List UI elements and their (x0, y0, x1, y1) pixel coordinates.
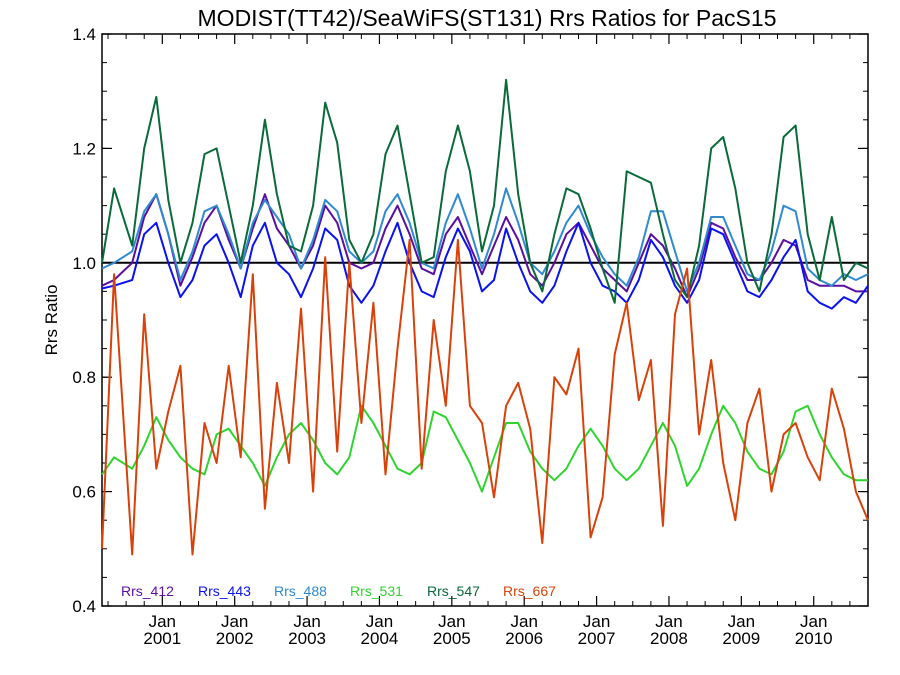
x-tick-label-year: 2003 (288, 629, 326, 648)
x-tick-label-year: 2001 (143, 629, 181, 648)
series-line-rrs-412 (101, 193, 868, 299)
x-tick-label-month: Jan (583, 612, 610, 631)
x-tick-label-month: Jan (293, 612, 320, 631)
y-tick-label: 1.0 (72, 254, 96, 273)
y-tick-label: 0.4 (72, 597, 96, 616)
x-tick-label-month: Jan (728, 612, 755, 631)
x-tick-label-year: 2008 (650, 629, 688, 648)
series-line-rrs-443 (101, 221, 869, 310)
x-tick-label-year: 2004 (361, 629, 399, 648)
x-tick-label-month: Jan (438, 612, 465, 631)
x-tick-label-year: 2010 (795, 629, 833, 648)
series-line-rrs-667 (101, 238, 869, 556)
y-axis-label: Rrs Ratio (42, 285, 61, 356)
x-tick-label-year: 2002 (216, 629, 254, 648)
legend-label-rrs-547: Rrs_547 (427, 583, 480, 599)
x-tick-label-month: Jan (800, 612, 827, 631)
plot-frame (101, 33, 869, 607)
legend-label-rrs-531: Rrs_531 (350, 583, 403, 599)
x-tick-label-year: 2007 (578, 629, 616, 648)
x-tick-label-month: Jan (655, 612, 682, 631)
x-tick-label-month: Jan (149, 612, 176, 631)
series-line-rrs-531 (101, 404, 868, 493)
legend-label-rrs-667: Rrs_667 (503, 583, 556, 599)
legend-label-rrs-488: Rrs_488 (274, 583, 327, 599)
y-tick-label: 0.8 (72, 368, 96, 387)
chart-title: MODIST(TT42)/SeaWiFS(ST131) Rrs Ratios f… (198, 5, 777, 31)
series-line-rrs-488 (101, 187, 869, 293)
legend-label-rrs-443: Rrs_443 (198, 583, 251, 599)
x-tick-label-year: 2006 (505, 629, 543, 648)
y-tick-label: 1.2 (72, 139, 96, 158)
x-tick-label-year: 2009 (722, 629, 760, 648)
y-tick-label: 0.6 (72, 483, 96, 502)
x-tick-label-month: Jan (366, 612, 393, 631)
x-tick-label-month: Jan (221, 612, 248, 631)
plot-area: 0.40.60.81.01.21.4Jan2001Jan2002Jan2003J… (72, 25, 869, 648)
x-tick-label-year: 2005 (433, 629, 471, 648)
series-line-rrs-547 (101, 78, 869, 304)
x-tick-label-month: Jan (510, 612, 537, 631)
legend-label-rrs-412: Rrs_412 (121, 583, 174, 599)
y-tick-label: 1.4 (72, 25, 96, 44)
